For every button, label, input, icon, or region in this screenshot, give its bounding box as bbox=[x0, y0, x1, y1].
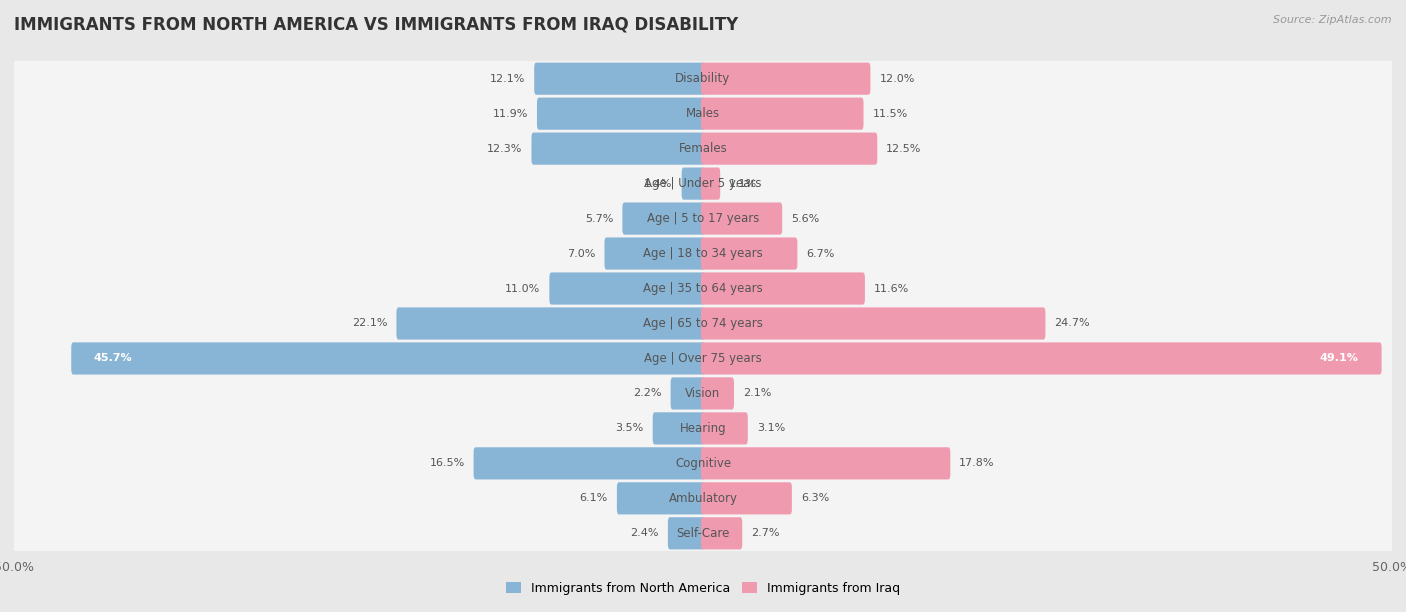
FancyBboxPatch shape bbox=[671, 378, 704, 409]
Text: 12.1%: 12.1% bbox=[489, 73, 526, 84]
Text: 11.5%: 11.5% bbox=[873, 109, 908, 119]
Text: 2.1%: 2.1% bbox=[742, 389, 772, 398]
Text: 2.7%: 2.7% bbox=[751, 528, 780, 539]
Text: Males: Males bbox=[686, 107, 720, 120]
Text: 7.0%: 7.0% bbox=[567, 248, 596, 258]
Text: 45.7%: 45.7% bbox=[94, 354, 132, 364]
Text: 24.7%: 24.7% bbox=[1054, 318, 1090, 329]
Text: Source: ZipAtlas.com: Source: ZipAtlas.com bbox=[1274, 15, 1392, 25]
FancyBboxPatch shape bbox=[702, 378, 734, 409]
FancyBboxPatch shape bbox=[13, 437, 1393, 490]
FancyBboxPatch shape bbox=[13, 192, 1393, 245]
Text: 11.9%: 11.9% bbox=[492, 109, 529, 119]
FancyBboxPatch shape bbox=[13, 472, 1393, 525]
Text: IMMIGRANTS FROM NORTH AMERICA VS IMMIGRANTS FROM IRAQ DISABILITY: IMMIGRANTS FROM NORTH AMERICA VS IMMIGRA… bbox=[14, 15, 738, 33]
FancyBboxPatch shape bbox=[702, 133, 877, 165]
Text: Disability: Disability bbox=[675, 72, 731, 85]
FancyBboxPatch shape bbox=[702, 307, 1046, 340]
Text: Age | 5 to 17 years: Age | 5 to 17 years bbox=[647, 212, 759, 225]
Text: Age | 65 to 74 years: Age | 65 to 74 years bbox=[643, 317, 763, 330]
FancyBboxPatch shape bbox=[534, 62, 704, 95]
FancyBboxPatch shape bbox=[702, 447, 950, 479]
Text: 50.0%: 50.0% bbox=[1372, 561, 1406, 573]
Text: 3.5%: 3.5% bbox=[616, 424, 644, 433]
Text: 12.0%: 12.0% bbox=[879, 73, 915, 84]
FancyBboxPatch shape bbox=[702, 237, 797, 270]
Text: 3.1%: 3.1% bbox=[756, 424, 785, 433]
FancyBboxPatch shape bbox=[13, 122, 1393, 175]
FancyBboxPatch shape bbox=[474, 447, 704, 479]
Text: 50.0%: 50.0% bbox=[0, 561, 34, 573]
Text: 1.4%: 1.4% bbox=[644, 179, 672, 188]
Text: 6.3%: 6.3% bbox=[801, 493, 830, 503]
Text: 1.1%: 1.1% bbox=[730, 179, 758, 188]
Text: Age | Over 75 years: Age | Over 75 years bbox=[644, 352, 762, 365]
Text: 11.0%: 11.0% bbox=[505, 283, 540, 294]
Text: 2.4%: 2.4% bbox=[630, 528, 659, 539]
Text: 5.7%: 5.7% bbox=[585, 214, 613, 223]
Text: Age | 35 to 64 years: Age | 35 to 64 years bbox=[643, 282, 763, 295]
FancyBboxPatch shape bbox=[396, 307, 704, 340]
FancyBboxPatch shape bbox=[702, 482, 792, 515]
Legend: Immigrants from North America, Immigrants from Iraq: Immigrants from North America, Immigrant… bbox=[501, 577, 905, 600]
Text: Cognitive: Cognitive bbox=[675, 457, 731, 470]
Text: 11.6%: 11.6% bbox=[875, 283, 910, 294]
FancyBboxPatch shape bbox=[13, 507, 1393, 560]
FancyBboxPatch shape bbox=[550, 272, 704, 305]
FancyBboxPatch shape bbox=[72, 342, 704, 375]
FancyBboxPatch shape bbox=[13, 262, 1393, 315]
FancyBboxPatch shape bbox=[702, 97, 863, 130]
FancyBboxPatch shape bbox=[702, 412, 748, 444]
Text: 6.1%: 6.1% bbox=[579, 493, 607, 503]
FancyBboxPatch shape bbox=[13, 52, 1393, 105]
FancyBboxPatch shape bbox=[13, 157, 1393, 210]
FancyBboxPatch shape bbox=[13, 402, 1393, 455]
FancyBboxPatch shape bbox=[605, 237, 704, 270]
FancyBboxPatch shape bbox=[13, 297, 1393, 350]
Text: Ambulatory: Ambulatory bbox=[668, 492, 738, 505]
FancyBboxPatch shape bbox=[13, 227, 1393, 280]
FancyBboxPatch shape bbox=[702, 168, 720, 200]
Text: Age | 18 to 34 years: Age | 18 to 34 years bbox=[643, 247, 763, 260]
Text: 5.6%: 5.6% bbox=[792, 214, 820, 223]
Text: Vision: Vision bbox=[685, 387, 721, 400]
Text: 12.3%: 12.3% bbox=[486, 144, 523, 154]
FancyBboxPatch shape bbox=[617, 482, 704, 515]
FancyBboxPatch shape bbox=[623, 203, 704, 234]
Text: Hearing: Hearing bbox=[679, 422, 727, 435]
Text: 2.2%: 2.2% bbox=[633, 389, 662, 398]
FancyBboxPatch shape bbox=[13, 367, 1393, 420]
Text: 17.8%: 17.8% bbox=[959, 458, 995, 468]
Text: 6.7%: 6.7% bbox=[807, 248, 835, 258]
FancyBboxPatch shape bbox=[537, 97, 704, 130]
FancyBboxPatch shape bbox=[652, 412, 704, 444]
FancyBboxPatch shape bbox=[702, 203, 782, 234]
FancyBboxPatch shape bbox=[13, 87, 1393, 140]
FancyBboxPatch shape bbox=[531, 133, 704, 165]
FancyBboxPatch shape bbox=[13, 332, 1393, 385]
FancyBboxPatch shape bbox=[702, 342, 1382, 375]
FancyBboxPatch shape bbox=[668, 517, 704, 550]
FancyBboxPatch shape bbox=[702, 272, 865, 305]
Text: Age | Under 5 years: Age | Under 5 years bbox=[644, 177, 762, 190]
Text: 22.1%: 22.1% bbox=[352, 318, 388, 329]
Text: 16.5%: 16.5% bbox=[429, 458, 464, 468]
FancyBboxPatch shape bbox=[702, 517, 742, 550]
Text: Self-Care: Self-Care bbox=[676, 527, 730, 540]
Text: 12.5%: 12.5% bbox=[886, 144, 922, 154]
Text: 49.1%: 49.1% bbox=[1320, 354, 1358, 364]
FancyBboxPatch shape bbox=[702, 62, 870, 95]
Text: Females: Females bbox=[679, 142, 727, 155]
FancyBboxPatch shape bbox=[682, 168, 704, 200]
